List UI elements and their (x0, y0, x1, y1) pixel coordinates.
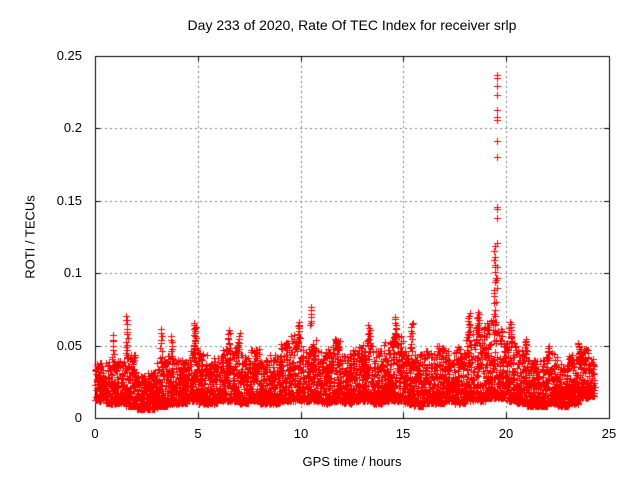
x-tick-label-4: 20 (498, 426, 514, 441)
x-tick-label-3: 15 (395, 426, 411, 441)
x-tick-label-2: 10 (293, 426, 309, 441)
chart-title: Day 233 of 2020, Rate Of TEC Index for r… (187, 17, 517, 33)
y-tick-label-5: 0.25 (56, 48, 82, 63)
y-tick-label-3: 0.15 (56, 193, 82, 208)
x-tick-label-5: 25 (601, 426, 617, 441)
y-tick-label-0: 0 (74, 410, 82, 425)
y-tick-label-4: 0.2 (63, 120, 82, 135)
x-tick-label-0: 0 (91, 426, 99, 441)
x-axis-label: GPS time / hours (302, 454, 402, 469)
y-tick-label-1: 0.05 (56, 338, 82, 353)
y-tick-label-2: 0.1 (63, 265, 82, 280)
x-tick-label-1: 5 (194, 426, 202, 441)
